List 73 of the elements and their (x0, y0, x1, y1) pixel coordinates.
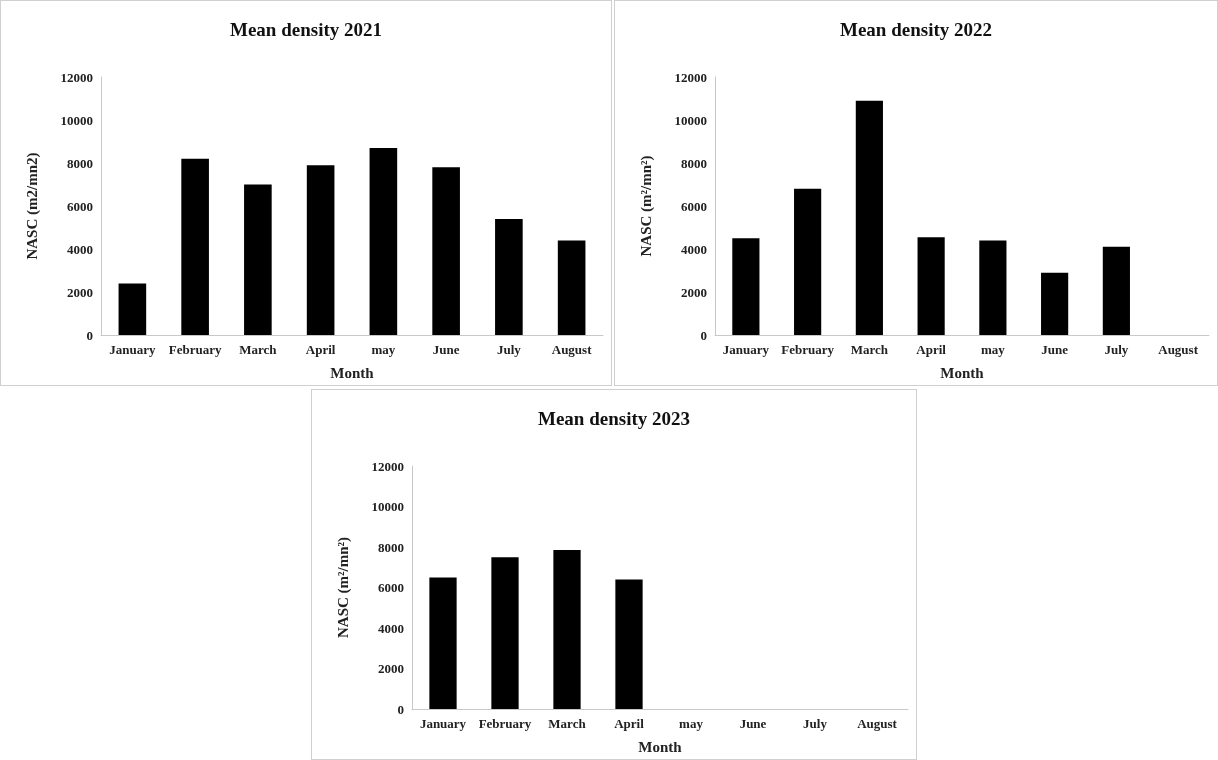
y-tick-label: 0 (397, 701, 404, 717)
y-tick-label: 0 (700, 327, 707, 343)
y-tick-label: 4000 (378, 620, 404, 636)
y-tick-label: 10000 (60, 112, 93, 128)
y-tick-label: 2000 (681, 284, 707, 300)
bar (118, 283, 147, 335)
bar (181, 158, 209, 335)
x-tick-label: April (305, 342, 336, 357)
bar (979, 240, 1007, 335)
x-axis-title: Month (638, 738, 683, 755)
y-tick-label: 12000 (60, 69, 93, 85)
y-tick-label: 8000 (681, 155, 707, 171)
y-axis-title: NASC (m2/mn2) (23, 152, 41, 260)
chart-title: Mean density 2022 (840, 19, 992, 40)
x-tick-label: June (1041, 342, 1069, 357)
bar (244, 184, 272, 335)
x-tick-label: January (722, 342, 770, 357)
y-tick-label: 2000 (378, 661, 404, 676)
y-tick-label: 4000 (67, 241, 93, 257)
x-tick-label: January (109, 342, 156, 357)
x-tick-label: July (803, 716, 828, 731)
bar (1041, 272, 1069, 335)
y-tick-label: 12000 (371, 458, 404, 474)
y-tick-label: 8000 (378, 539, 404, 555)
x-tick-label: February (478, 716, 532, 731)
x-tick-label: July (496, 342, 522, 357)
x-tick-label: February (781, 342, 835, 357)
bar (553, 550, 581, 709)
x-tick-label: July (1104, 342, 1129, 357)
y-tick-label: 6000 (378, 580, 404, 595)
bar (429, 577, 457, 709)
x-tick-label: February (168, 342, 222, 357)
x-tick-label: January (419, 716, 467, 731)
y-tick-label: 4000 (681, 241, 707, 257)
y-tick-label: 0 (86, 327, 93, 343)
y-tick-label: 8000 (67, 155, 93, 171)
y-tick-label: 6000 (67, 198, 93, 214)
y-axis-title: NASC (m²/mn²) (637, 155, 655, 257)
bar (306, 165, 335, 335)
chart-title: Mean density 2021 (230, 19, 382, 40)
y-tick-label: 2000 (67, 284, 93, 300)
x-tick-label: may (679, 716, 704, 731)
y-axis-title: NASC (m²/mn²) (334, 536, 352, 639)
bar (495, 218, 523, 335)
chart-title: Mean density 2023 (538, 408, 690, 429)
x-tick-label: August (1158, 342, 1199, 357)
bar (917, 237, 945, 335)
y-tick-label: 12000 (674, 69, 707, 85)
bar (732, 238, 760, 335)
bar (615, 579, 643, 709)
x-tick-label: April (614, 716, 645, 731)
x-tick-label: August (551, 342, 593, 357)
bar (794, 188, 822, 335)
x-tick-label: June (432, 342, 460, 357)
x-tick-label: may (980, 342, 1006, 357)
x-tick-label: March (850, 342, 889, 357)
y-tick-label: 10000 (674, 112, 707, 128)
x-tick-label: June (739, 716, 767, 731)
x-tick-label: March (548, 716, 587, 731)
x-tick-label: April (916, 342, 947, 357)
y-tick-label: 10000 (371, 499, 404, 514)
x-axis-title: Month (940, 364, 985, 381)
bar (491, 557, 519, 709)
bar (369, 147, 398, 335)
bar (855, 100, 883, 335)
bar (432, 167, 460, 335)
x-tick-label: March (239, 342, 278, 357)
x-axis-title: Month (330, 364, 375, 381)
bar (557, 240, 586, 335)
x-tick-label: may (371, 342, 396, 357)
bar (1102, 246, 1130, 335)
x-tick-label: August (857, 716, 898, 731)
y-tick-label: 6000 (681, 198, 707, 214)
